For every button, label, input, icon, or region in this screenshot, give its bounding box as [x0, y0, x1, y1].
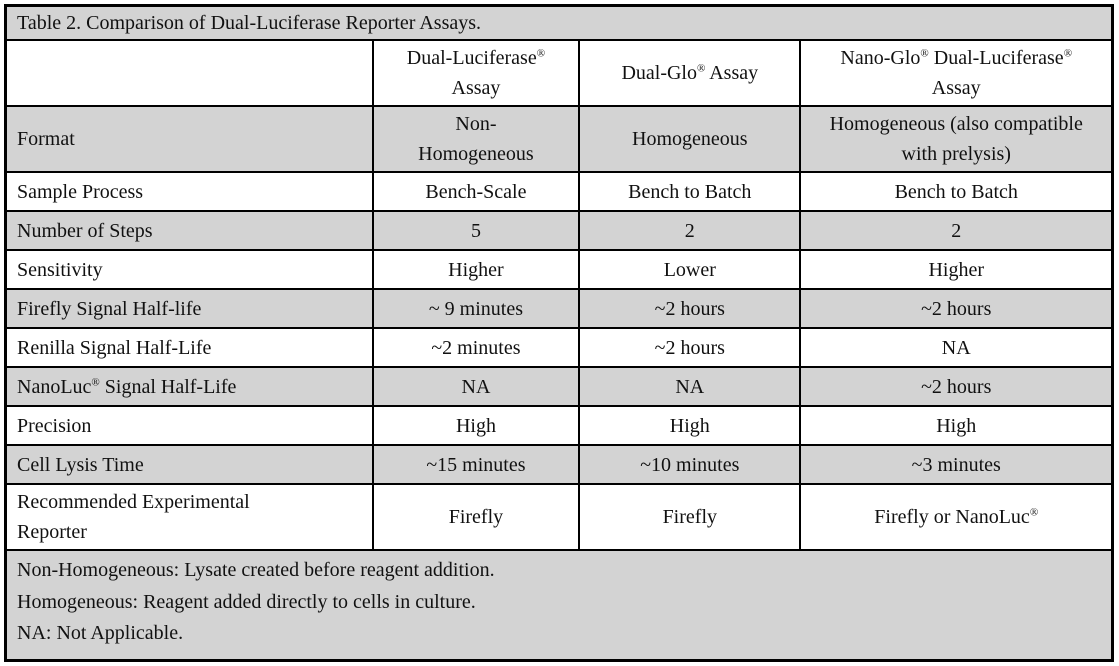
column-header-nano-glo: Nano-Glo® Dual-Luciferase® Assay: [799, 39, 1114, 107]
row-label-format: Format: [4, 105, 374, 173]
cell-renilla-dual-glo: ~2 hours: [578, 327, 802, 368]
cell-nanoluc-dual-luciferase: NA: [371, 366, 581, 407]
cell-renilla-dual-luciferase: ~2 minutes: [371, 327, 581, 368]
row-label-nanoluc-half-life: NanoLuc® Signal Half-Life: [4, 366, 374, 407]
table-footnote-row: Non-Homogeneous: Lysate created before r…: [4, 549, 1114, 662]
cell-sample-process-dual-luciferase: Bench-Scale: [371, 171, 581, 212]
row-label-sample-process: Sample Process: [4, 171, 374, 212]
row-label-precision: Precision: [4, 405, 374, 446]
cell-lysis-dual-luciferase: ~15 minutes: [371, 444, 581, 485]
row-label-firefly-half-life: Firefly Signal Half-life: [4, 288, 374, 329]
footnote-non-homogeneous: Non-Homogeneous: Lysate created before r…: [17, 559, 495, 581]
cell-nanoluc-dual-glo: NA: [578, 366, 802, 407]
cell-format-dual-luciferase: Non-Homogeneous: [371, 105, 581, 173]
cell-lysis-nano-glo: ~3 minutes: [799, 444, 1114, 485]
cell-recommended-dual-luciferase: Firefly: [371, 483, 581, 551]
cell-firefly-dual-luciferase: ~ 9 minutes: [371, 288, 581, 329]
table-title: Table 2. Comparison of Dual-Luciferase R…: [4, 4, 1114, 41]
table-row-cell-lysis-time: Cell Lysis Time ~15 minutes ~10 minutes …: [4, 444, 1114, 485]
cell-renilla-nano-glo: NA: [799, 327, 1114, 368]
cell-firefly-dual-glo: ~2 hours: [578, 288, 802, 329]
cell-steps-dual-luciferase: 5: [371, 210, 581, 251]
row-label-number-of-steps: Number of Steps: [4, 210, 374, 251]
cell-lysis-dual-glo: ~10 minutes: [578, 444, 802, 485]
cell-format-nano-glo: Homogeneous (also compatible with prelys…: [799, 105, 1114, 173]
row-label-renilla-half-life: Renilla Signal Half-Life: [4, 327, 374, 368]
column-header-dual-glo: Dual-Glo® Assay: [578, 39, 802, 107]
dual-luciferase-comparison-table: Table 2. Comparison of Dual-Luciferase R…: [4, 4, 1114, 662]
row-label-cell-lysis-time: Cell Lysis Time: [4, 444, 374, 485]
table-row-precision: Precision High High High: [4, 405, 1114, 446]
cell-recommended-dual-glo: Firefly: [578, 483, 802, 551]
cell-steps-dual-glo: 2: [578, 210, 802, 251]
column-header-dual-luciferase: Dual-Luciferase® Assay: [371, 39, 581, 107]
cell-precision-dual-luciferase: High: [371, 405, 581, 446]
row-label-recommended-reporter: Recommended Experimental Reporter: [4, 483, 374, 551]
table-row-sensitivity: Sensitivity Higher Lower Higher: [4, 249, 1114, 290]
cell-precision-nano-glo: High: [799, 405, 1114, 446]
cell-format-dual-glo: Homogeneous: [578, 105, 802, 173]
header-empty-cell: [4, 39, 374, 107]
table-row-firefly-half-life: Firefly Signal Half-life ~ 9 minutes ~2 …: [4, 288, 1114, 329]
footnote-na: NA: Not Applicable.: [17, 622, 184, 645]
table-row-format: Format Non-Homogeneous Homogeneous Homog…: [4, 105, 1114, 173]
cell-firefly-nano-glo: ~2 hours: [799, 288, 1114, 329]
row-label-sensitivity: Sensitivity: [4, 249, 374, 290]
table-row-nanoluc-half-life: NanoLuc® Signal Half-Life NA NA ~2 hours: [4, 366, 1114, 407]
cell-recommended-nano-glo: Firefly or NanoLuc®: [799, 483, 1114, 551]
cell-steps-nano-glo: 2: [799, 210, 1114, 251]
table-row-sample-process: Sample Process Bench-Scale Bench to Batc…: [4, 171, 1114, 212]
table-row-renilla-half-life: Renilla Signal Half-Life ~2 minutes ~2 h…: [4, 327, 1114, 368]
table-row-recommended-reporter: Recommended Experimental Reporter Firefl…: [4, 483, 1114, 551]
cell-sample-process-nano-glo: Bench to Batch: [799, 171, 1114, 212]
cell-nanoluc-nano-glo: ~2 hours: [799, 366, 1114, 407]
table-title-row: Table 2. Comparison of Dual-Luciferase R…: [4, 4, 1114, 41]
footnotes-cell: Non-Homogeneous: Lysate created before r…: [4, 549, 1114, 662]
cell-sample-process-dual-glo: Bench to Batch: [578, 171, 802, 212]
cell-sensitivity-dual-luciferase: Higher: [371, 249, 581, 290]
cell-sensitivity-nano-glo: Higher: [799, 249, 1114, 290]
cell-precision-dual-glo: High: [578, 405, 802, 446]
table-header-row: Dual-Luciferase® Assay Dual-Glo® Assay N…: [4, 39, 1114, 107]
footnote-homogeneous: Homogeneous: Reagent added directly to c…: [17, 590, 476, 613]
table-row-number-of-steps: Number of Steps 5 2 2: [4, 210, 1114, 251]
cell-sensitivity-dual-glo: Lower: [578, 249, 802, 290]
